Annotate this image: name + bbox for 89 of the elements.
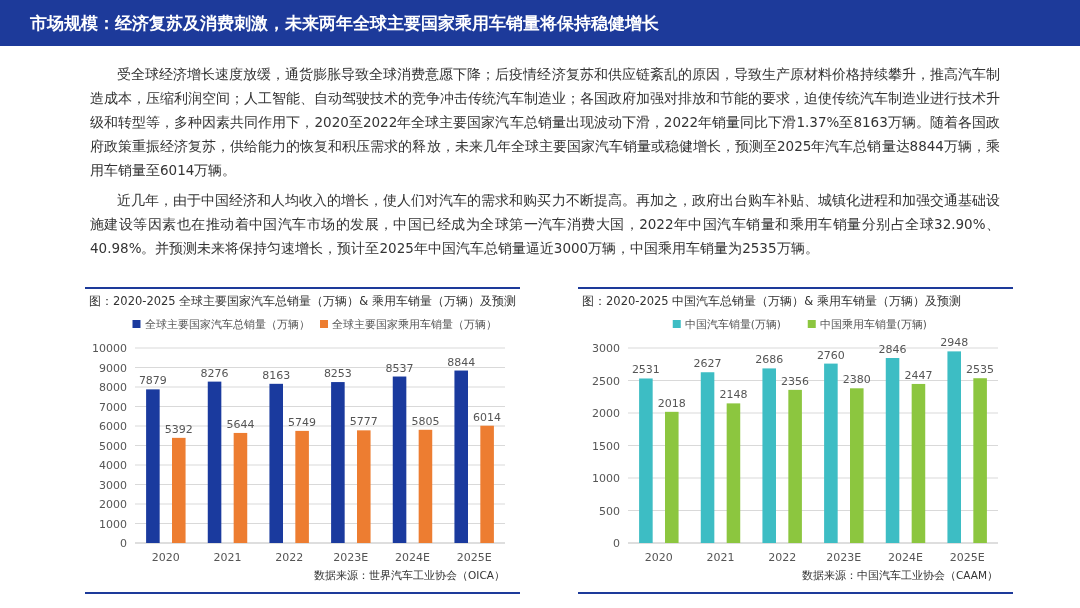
bar — [357, 430, 371, 543]
x-tick-label: 2025E — [949, 551, 985, 564]
bar — [207, 381, 222, 543]
x-tick-label: 2023E — [333, 551, 369, 564]
bar — [824, 363, 838, 543]
bar — [973, 378, 987, 543]
y-tick-label: 7000 — [99, 400, 127, 414]
bar — [639, 378, 653, 543]
bar — [850, 388, 864, 543]
data-label: 2948 — [940, 336, 969, 350]
data-label: 8163 — [262, 368, 291, 382]
chart-title: 图：2020-2025 中国汽车总销量（万辆）& 乘用车销量（万辆）及预测 — [582, 294, 961, 308]
data-label: 2380 — [842, 373, 871, 387]
y-tick-label: 1500 — [592, 439, 620, 453]
data-label: 5392 — [164, 422, 193, 436]
y-tick-label: 10000 — [92, 342, 127, 355]
data-label: 5777 — [349, 415, 378, 429]
source-note: 数据来源：中国汽车工业协会（CAAM） — [801, 569, 998, 581]
y-tick-label: 6000 — [99, 420, 127, 433]
legend-label: 全球主要国家乘用车销量（万辆） — [332, 318, 497, 330]
source-note: 数据来源：世界汽车工业协会（OICA） — [314, 569, 505, 581]
legend-label: 中国汽车销量(万辆) — [684, 318, 781, 330]
data-label: 2531 — [631, 363, 660, 377]
bar — [480, 425, 494, 543]
y-tick-label: 1000 — [99, 517, 127, 531]
text: 近几年，由于中国经济和人均收入的增长，使人们对汽车的需求和购买力不断提高。再加之，政府出台购车补贴、城镇化进程和加强交通基础设施建设等因素也在推动着中国汽车市场的发展，中国已经成为全球第一汽车消费大国，2022年中国汽车销量和乘用车销量分别占全球32.90%、40.98%。并预测未来将保持匀速增长，预计至2025年中国汽车总销量逼近3000万辆，中国乘用车销量为2535万辆。 — [90, 191, 1000, 258]
y-tick-label: 2000 — [592, 407, 620, 420]
text: 市场规模：经济复苏及消费刺激，未来两年全球主要国家乘用车销量将保持稳健增长 — [30, 13, 659, 33]
data-label: 2018 — [657, 396, 686, 410]
x-tick-label: 2024E — [888, 551, 924, 564]
bar — [885, 358, 900, 543]
y-tick-label: 0 — [613, 537, 620, 550]
data-label: 2535 — [966, 363, 995, 377]
chart-title: 图：2020-2025 全球主要国家汽车总销量（万辆）& 乘用车销量（万辆）及预测 — [89, 294, 516, 308]
x-tick-label: 2025E — [456, 551, 492, 564]
bar — [233, 432, 248, 543]
bar — [700, 372, 715, 543]
bar — [762, 368, 776, 543]
data-label: 7879 — [138, 374, 167, 388]
data-label: 6014 — [473, 410, 502, 424]
data-label: 2760 — [816, 348, 845, 362]
x-tick-label: 2022 — [768, 551, 797, 564]
data-label: 8537 — [385, 361, 414, 375]
bar — [911, 383, 926, 543]
y-tick-label: 9000 — [99, 361, 127, 375]
bar — [172, 437, 186, 543]
y-tick-label: 5000 — [99, 439, 127, 453]
data-label: 5644 — [226, 417, 255, 431]
x-tick-label: 2022 — [275, 551, 304, 564]
y-tick-label: 4000 — [99, 459, 127, 472]
bar — [146, 389, 160, 543]
y-tick-label: 0 — [120, 537, 127, 550]
data-label: 2356 — [781, 374, 810, 388]
x-tick-label: 2021 — [706, 551, 735, 564]
y-tick-label: 1000 — [592, 472, 620, 485]
data-label: 8276 — [200, 366, 229, 380]
text: 受全球经济增长速度放缓，通货膨胀导致全球消费意愿下降；后疫情经济复苏和供应链紊乱的原因，导致生产原材料价格持续攀升，推高汽车制造成本，压缩利润空间；人工智能、自动驾驶技术的竞争冲击传统汽车制造业；各国政府加强对排放和节能的要求，迫使传统汽车制造业进行技术升级和转型等，多种因素共同作用下，2020至2022年全球主要国家汽车总销量出现波动下滑，2022年销量同比下滑1.37%至8163万辆。随着各国政府政策重振经济复苏，供给能力的恢复和积压需求的释放，未来几年全球主要国家汽车销量或稳健增长，预测至2025年汽车总销量达8844万辆，乘用车销量至6014万辆。 — [90, 65, 1000, 180]
x-tick-label: 2024E — [395, 551, 431, 564]
y-tick-label: 3000 — [99, 478, 127, 492]
data-label: 2447 — [904, 368, 933, 382]
data-label: 2148 — [719, 388, 748, 402]
x-tick-label: 2021 — [213, 551, 242, 564]
y-tick-label: 500 — [599, 504, 620, 518]
data-label: 8844 — [447, 355, 476, 369]
data-label: 8253 — [323, 367, 352, 381]
bar — [665, 411, 679, 543]
y-tick-label: 8000 — [99, 381, 127, 394]
bar — [418, 429, 433, 543]
legend-label: 全球主要国家汽车总销量（万辆） — [144, 318, 310, 330]
x-tick-label: 2023E — [826, 551, 862, 564]
bar — [331, 382, 345, 543]
y-tick-label: 2000 — [99, 498, 127, 511]
bar — [269, 383, 283, 543]
data-label: 5749 — [288, 415, 317, 429]
bar — [726, 403, 741, 543]
data-label: 2627 — [693, 357, 722, 371]
bar — [295, 430, 309, 543]
bar — [454, 370, 468, 543]
bar — [788, 389, 802, 543]
bar — [947, 351, 961, 543]
data-label: 5805 — [411, 414, 440, 428]
y-tick-label: 2500 — [592, 374, 620, 388]
y-tick-label: 3000 — [592, 342, 620, 355]
bar — [392, 376, 407, 543]
x-tick-label: 2020 — [151, 551, 180, 564]
data-label: 2846 — [878, 343, 907, 357]
legend-label: 中国乘用车销量(万辆) — [819, 318, 927, 330]
data-label: 2686 — [755, 353, 784, 367]
x-tick-label: 2020 — [644, 551, 673, 564]
